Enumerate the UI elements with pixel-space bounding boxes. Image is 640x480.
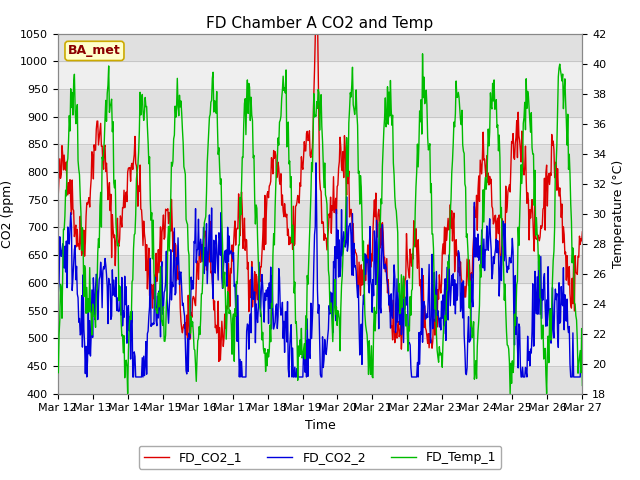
Bar — [58, 144, 582, 172]
Line: FD_CO2_2: FD_CO2_2 — [58, 163, 582, 377]
FD_CO2_2 — [54, 245, 61, 251]
FD_Temp_1 — [579, 383, 586, 388]
FD_CO2_2 — [118, 275, 125, 280]
Bar — [58, 172, 582, 200]
Bar — [58, 366, 582, 394]
FD_CO2_2 — [385, 302, 393, 308]
Bar — [58, 311, 582, 338]
FD_Temp_1 — [117, 318, 125, 324]
FD_CO2_2 — [401, 295, 408, 301]
FD_Temp_1 — [172, 103, 179, 109]
FD_CO2_2 — [579, 356, 586, 361]
Bar — [58, 200, 582, 228]
FD_CO2_1 — [215, 359, 223, 364]
FD_Temp_1 — [419, 51, 426, 57]
FD_Temp_1 — [385, 121, 392, 127]
FD_CO2_2 — [312, 160, 320, 166]
Bar — [58, 283, 582, 311]
FD_CO2_1 — [312, 3, 320, 9]
FD_CO2_2 — [172, 292, 179, 298]
FD_Temp_1 — [63, 160, 71, 166]
Bar — [58, 89, 582, 117]
FD_Temp_1 — [54, 354, 61, 360]
FD_Temp_1 — [400, 274, 408, 279]
Line: FD_Temp_1: FD_Temp_1 — [58, 54, 582, 394]
FD_Temp_1 — [124, 391, 131, 396]
FD_CO2_2 — [199, 244, 207, 250]
Bar — [58, 61, 582, 89]
FD_CO2_1 — [401, 295, 408, 301]
Bar — [58, 255, 582, 283]
FD_CO2_2 — [63, 285, 71, 290]
Bar — [58, 34, 582, 61]
FD_CO2_1 — [117, 217, 125, 223]
Bar — [58, 338, 582, 366]
FD_CO2_1 — [579, 229, 586, 235]
Bar — [58, 228, 582, 255]
X-axis label: Time: Time — [305, 419, 335, 432]
FD_CO2_1 — [63, 192, 71, 197]
Title: FD Chamber A CO2 and Temp: FD Chamber A CO2 and Temp — [206, 16, 434, 31]
Bar — [58, 117, 582, 144]
Y-axis label: CO2 (ppm): CO2 (ppm) — [1, 180, 14, 248]
Text: BA_met: BA_met — [68, 44, 121, 58]
FD_Temp_1 — [199, 274, 207, 280]
FD_CO2_2 — [83, 374, 91, 380]
FD_CO2_1 — [170, 258, 178, 264]
Legend: FD_CO2_1, FD_CO2_2, FD_Temp_1: FD_CO2_1, FD_CO2_2, FD_Temp_1 — [139, 446, 501, 469]
FD_CO2_1 — [198, 242, 206, 248]
FD_CO2_1 — [385, 298, 393, 304]
Line: FD_CO2_1: FD_CO2_1 — [58, 6, 582, 361]
Y-axis label: Temperature (°C): Temperature (°C) — [612, 159, 625, 268]
FD_CO2_1 — [54, 189, 61, 194]
